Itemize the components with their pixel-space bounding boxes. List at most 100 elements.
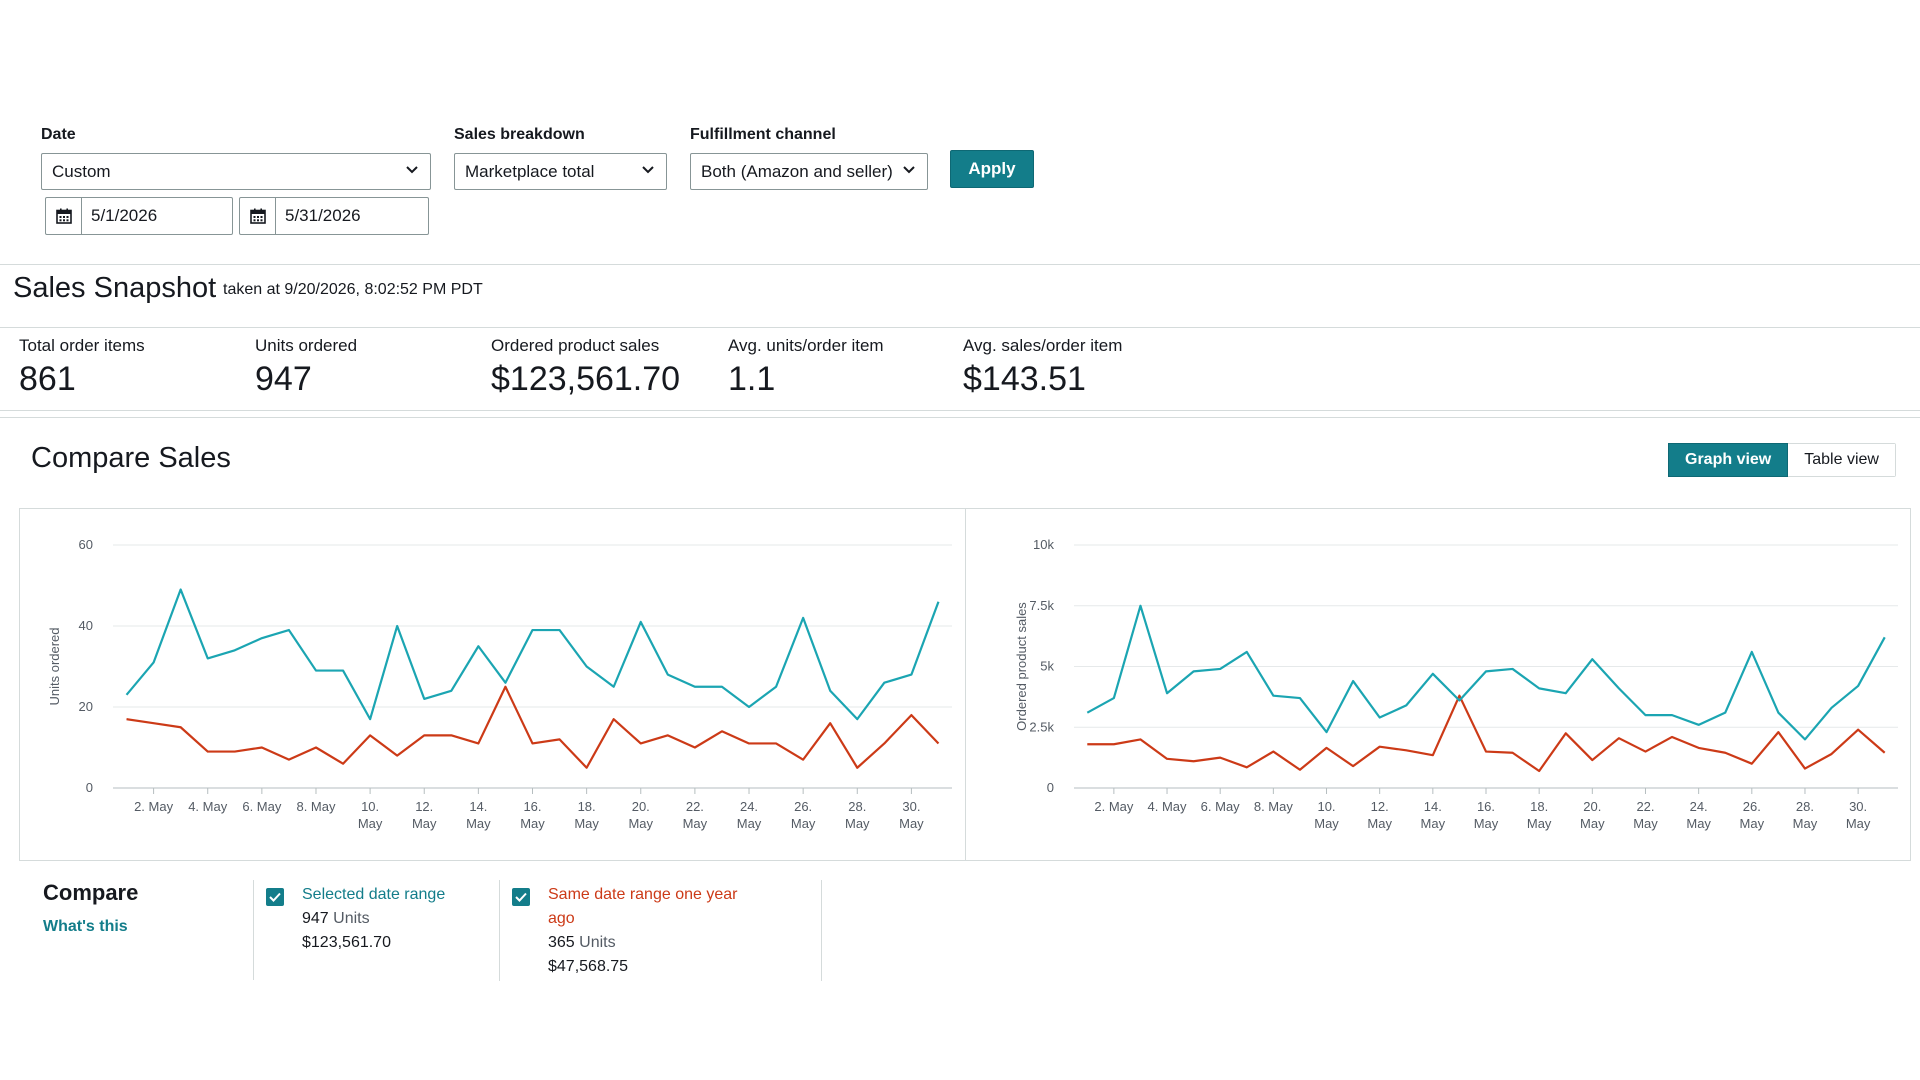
metric-ordered-product-sales: Ordered product sales $123,561.70 (491, 336, 680, 399)
metric-label: Total order items (19, 336, 145, 355)
sales-snapshot-title: Sales Snapshot (13, 272, 217, 304)
x-tick-label: May (1367, 816, 1392, 831)
x-tick-label: May (1421, 816, 1446, 831)
x-tick-label: 18. (1530, 799, 1548, 814)
x-tick-label: 4. May (188, 799, 228, 814)
calendar-icon[interactable] (46, 198, 82, 234)
filter-bar: Date Custom 5/1/2026 5/31/2026 Sales bre… (41, 126, 1041, 246)
x-tick-label: 24. (1690, 799, 1708, 814)
series-selected-range-line (1086, 604, 1886, 741)
ordered-product-sales-chart-svg: 0 2.5k 5k 7.5k 10k 2. May 4. May 6. May 8. May 10… (1014, 537, 1898, 831)
x-tick-label: May (574, 816, 599, 831)
y-tick-label: 2.5k (1029, 719, 1054, 734)
metric-value: 947 (255, 360, 312, 398)
view-toggle: Graph view Table view (1668, 443, 1896, 477)
legend-separator (499, 880, 500, 981)
x-tick-label: 6. May (1201, 799, 1241, 814)
legend-units-word: Units (333, 910, 370, 927)
units-ordered-chart-svg: 0 20 40 60 2. May 4. May 6. May 8. May 10. May 12.… (47, 537, 952, 831)
whats-this-link[interactable]: What's this (43, 918, 128, 935)
metric-total-order-items: Total order items 861 (19, 336, 145, 399)
x-tick-label: May (845, 816, 870, 831)
x-tick-label: 28. (1796, 799, 1814, 814)
sales-breakdown-select[interactable]: Marketplace total (454, 153, 667, 190)
x-tick-label: 18. (578, 799, 596, 814)
x-tick-label: 26. (1743, 799, 1761, 814)
y-tick-label: 7.5k (1029, 598, 1054, 613)
table-view-button[interactable]: Table view (1788, 444, 1895, 476)
calendar-icon[interactable] (240, 198, 276, 234)
x-tick-label: May (466, 816, 491, 831)
y-tick-label: 40 (79, 618, 93, 633)
x-tick-label: 4. May (1148, 799, 1188, 814)
chevron-down-icon (640, 154, 656, 189)
x-tick-label: May (1580, 816, 1605, 831)
date-range-value: Custom (52, 162, 111, 181)
y-tick-label: 5k (1040, 659, 1054, 674)
y-tick-label: 60 (79, 537, 93, 552)
date-range-select[interactable]: Custom (41, 153, 431, 190)
x-tick-label: May (1527, 816, 1552, 831)
x-tick-label: 22. (686, 799, 704, 814)
legend-sales-value: $47,568.75 (548, 958, 629, 975)
x-tick-label: 16. (523, 799, 541, 814)
x-tick-label: 22. (1636, 799, 1654, 814)
x-tick-label: May (899, 816, 924, 831)
apply-button[interactable]: Apply (950, 150, 1034, 188)
y-tick-label: 20 (79, 699, 93, 714)
sales-breakdown-value: Marketplace total (465, 162, 595, 181)
x-tick-label: May (1474, 816, 1499, 831)
series-selected-range-line (125, 588, 940, 721)
x-tick-label: May (791, 816, 816, 831)
divider (0, 264, 1920, 265)
last-year-checkbox[interactable] (512, 888, 530, 906)
x-tick-label: 14. (1424, 799, 1442, 814)
x-tick-label: May (412, 816, 437, 831)
metric-units-ordered: Units ordered 947 (255, 336, 357, 399)
divider (0, 410, 1920, 411)
x-tick-label: 2. May (1094, 799, 1134, 814)
x-tick-label: May (520, 816, 545, 831)
chart-divider (965, 509, 966, 860)
start-date-field[interactable]: 5/1/2026 (45, 197, 233, 235)
metric-avg-units-per-order-item: Avg. units/order item 1.1 (728, 336, 884, 399)
x-tick-label: May (628, 816, 653, 831)
x-tick-label: 8. May (1254, 799, 1294, 814)
x-tick-label: May (1846, 816, 1871, 831)
x-tick-label: 14. (469, 799, 487, 814)
x-tick-label: May (1633, 816, 1658, 831)
x-tick-label: 10. (361, 799, 379, 814)
fulfillment-channel-value: Both (Amazon and seller) (701, 162, 893, 181)
x-tick-label: 2. May (134, 799, 174, 814)
start-date-value: 5/1/2026 (91, 206, 158, 225)
check-icon (515, 892, 527, 902)
metric-label: Avg. units/order item (728, 336, 884, 355)
graph-view-button[interactable]: Graph view (1668, 443, 1789, 477)
fulfillment-channel-select[interactable]: Both (Amazon and seller) (690, 153, 928, 190)
legend-units-value: 365 (548, 934, 575, 951)
end-date-field[interactable]: 5/31/2026 (239, 197, 429, 235)
legend-series-name: Same date range one year ago (548, 886, 738, 927)
selected-range-checkbox[interactable] (266, 888, 284, 906)
x-tick-label: 24. (740, 799, 758, 814)
metric-value: $143.51 (963, 360, 1086, 398)
y-tick-label: 0 (1047, 780, 1054, 795)
metric-value: 1.1 (728, 360, 776, 398)
chevron-down-icon (901, 154, 917, 189)
x-tick-label: 12. (1371, 799, 1389, 814)
x-tick-label: 20. (1583, 799, 1601, 814)
x-tick-label: 16. (1477, 799, 1495, 814)
divider (0, 417, 1920, 418)
x-tick-label: 10. (1317, 799, 1335, 814)
x-tick-label: 26. (794, 799, 812, 814)
fulfillment-channel-label: Fulfillment channel (690, 126, 836, 143)
x-tick-label: 6. May (242, 799, 282, 814)
legend-units-word: Units (579, 934, 616, 951)
x-tick-label: 30. (1849, 799, 1867, 814)
y-tick-label: 0 (86, 780, 93, 795)
x-tick-label: May (358, 816, 383, 831)
legend-units-value: 947 (302, 910, 329, 927)
charts-container: 0 20 40 60 2. May 4. May 6. May 8. May 10. May 12.… (19, 508, 1911, 861)
y-axis-label: Units ordered (47, 627, 62, 705)
y-axis-label: Ordered product sales (1014, 602, 1029, 731)
